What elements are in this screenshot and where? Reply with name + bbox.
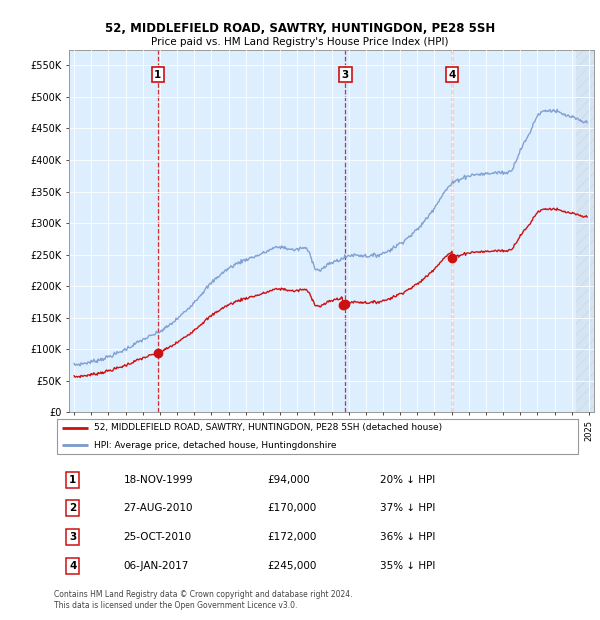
Bar xyxy=(576,50,594,412)
Text: 4: 4 xyxy=(69,561,76,571)
Text: 2: 2 xyxy=(69,503,76,513)
Text: Contains HM Land Registry data © Crown copyright and database right 2024.
This d: Contains HM Land Registry data © Crown c… xyxy=(54,590,353,609)
Text: 3: 3 xyxy=(342,70,349,80)
Text: 20% ↓ HPI: 20% ↓ HPI xyxy=(380,475,435,485)
Text: 4: 4 xyxy=(448,70,455,80)
Text: 37% ↓ HPI: 37% ↓ HPI xyxy=(380,503,435,513)
FancyBboxPatch shape xyxy=(56,418,578,454)
Text: 3: 3 xyxy=(69,532,76,542)
Text: Price paid vs. HM Land Registry's House Price Index (HPI): Price paid vs. HM Land Registry's House … xyxy=(151,37,449,47)
Text: 36% ↓ HPI: 36% ↓ HPI xyxy=(380,532,435,542)
Text: HPI: Average price, detached house, Huntingdonshire: HPI: Average price, detached house, Hunt… xyxy=(94,441,336,450)
Text: £94,000: £94,000 xyxy=(268,475,310,485)
Text: 06-JAN-2017: 06-JAN-2017 xyxy=(124,561,189,571)
Text: 35% ↓ HPI: 35% ↓ HPI xyxy=(380,561,435,571)
Text: 27-AUG-2010: 27-AUG-2010 xyxy=(124,503,193,513)
Text: £245,000: £245,000 xyxy=(268,561,317,571)
Text: 52, MIDDLEFIELD ROAD, SAWTRY, HUNTINGDON, PE28 5SH: 52, MIDDLEFIELD ROAD, SAWTRY, HUNTINGDON… xyxy=(105,22,495,35)
Text: 1: 1 xyxy=(69,475,76,485)
Text: 1: 1 xyxy=(154,70,161,80)
Text: £170,000: £170,000 xyxy=(268,503,317,513)
Text: 52, MIDDLEFIELD ROAD, SAWTRY, HUNTINGDON, PE28 5SH (detached house): 52, MIDDLEFIELD ROAD, SAWTRY, HUNTINGDON… xyxy=(94,423,442,432)
Text: £172,000: £172,000 xyxy=(268,532,317,542)
Text: 18-NOV-1999: 18-NOV-1999 xyxy=(124,475,193,485)
Text: 25-OCT-2010: 25-OCT-2010 xyxy=(124,532,191,542)
